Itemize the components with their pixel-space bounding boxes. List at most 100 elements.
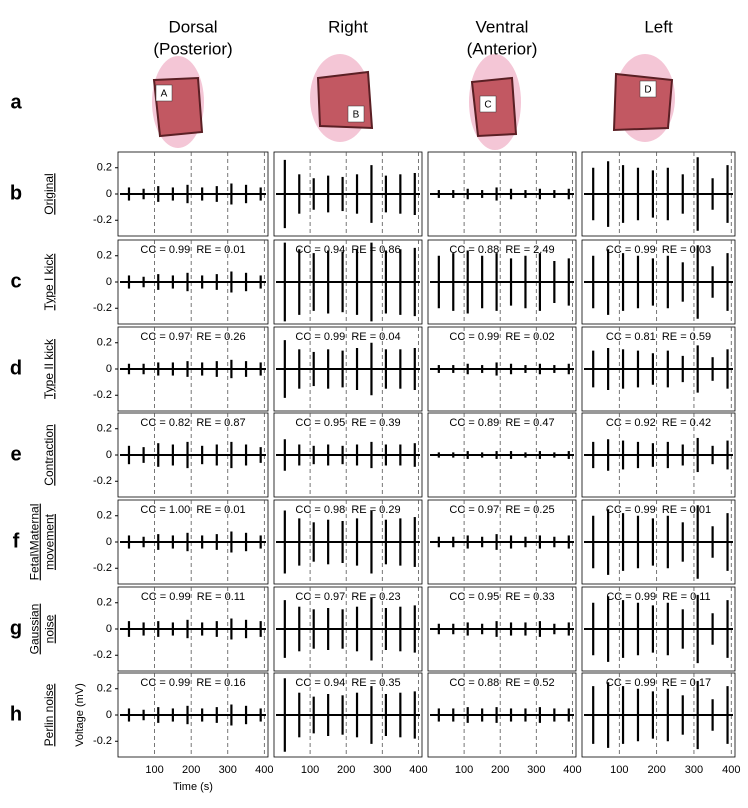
y-tick-label: 0.2: [97, 510, 112, 522]
panel-frame: [273, 672, 423, 758]
y-tick-label: 0: [106, 363, 112, 375]
cc-re-annotation: CC = 0.81 RE = 0.59: [606, 331, 711, 343]
panel: -0.2 0 0.2 CC = 0.99 RE = 0.11: [93, 586, 269, 672]
x-tick-label: 400: [409, 764, 427, 776]
cc-re-annotation: CC = 0.89 RE = 0.47: [449, 417, 554, 429]
panel-frame: [581, 151, 736, 237]
panel: CC = 0.81 RE = 0.59: [581, 326, 736, 412]
x-axis-label: Time (s): [173, 781, 213, 793]
panel-frame: [581, 412, 736, 498]
y-tick-label: 0: [106, 449, 112, 461]
panel: CC = 0.92 RE = 0.42: [581, 412, 736, 498]
panel-frame: [581, 672, 736, 758]
row-letter: c: [10, 270, 21, 292]
column-title: (Anterior): [467, 39, 538, 58]
panel-frame: [581, 326, 736, 412]
panel: [581, 151, 736, 237]
y-tick-label: 0.2: [97, 683, 112, 695]
panel-frame: [273, 239, 423, 325]
cc-re-annotation: CC = 0.88 RE = 2.49: [449, 244, 554, 256]
cc-re-annotation: CC = 0.88 RE = 0.52: [449, 677, 554, 689]
panel-frame: [427, 326, 577, 412]
y-tick-label: -0.2: [93, 302, 112, 314]
cc-re-annotation: CC = 0.94 RE = 0.35: [295, 677, 400, 689]
row-title: noise: [43, 614, 57, 643]
row-letter: h: [10, 703, 22, 725]
column-title: Left: [644, 17, 673, 36]
panel: 100 200 300 400 CC = 0.88 RE = 0.52: [427, 672, 582, 776]
x-tick-label: 100: [455, 764, 473, 776]
panel-frame: [427, 239, 577, 325]
x-tick-label: 200: [491, 764, 509, 776]
panel-frame: [273, 412, 423, 498]
panel: CC = 0.99 RE = 0.01: [581, 499, 736, 585]
panel: -0.2 0 0.2 CC = 0.82 RE = 0.87: [93, 412, 269, 498]
row-title: Type II kick: [42, 338, 56, 399]
panel: CC = 0.88 RE = 2.49: [427, 239, 577, 325]
panel-frame: [427, 672, 577, 758]
panel: -0.2 0 0.2 CC = 1.00 RE = 0.01: [93, 499, 269, 585]
x-tick-label: 400: [255, 764, 273, 776]
x-tick-label: 200: [337, 764, 355, 776]
y-tick-label: 0: [106, 276, 112, 288]
cc-re-annotation: CC = 0.99 RE = 0.11: [606, 591, 710, 603]
cc-re-annotation: CC = 0.97 RE = 0.25: [449, 504, 554, 516]
cc-re-annotation: CC = 1.00 RE = 0.01: [140, 504, 245, 516]
x-tick-label: 200: [647, 764, 665, 776]
panel-frame: [581, 586, 736, 672]
x-tick-label: 100: [145, 764, 163, 776]
cc-re-annotation: CC = 0.99 RE = 0.01: [140, 244, 245, 256]
torso-left: [612, 54, 675, 142]
panel: CC = 0.97 RE = 0.25: [427, 499, 577, 585]
column-title: Right: [328, 17, 368, 36]
y-tick-label: -0.2: [93, 562, 112, 574]
column-title: (Posterior): [153, 39, 232, 58]
cc-re-annotation: CC = 0.94 RE = 0.86: [295, 244, 400, 256]
column-title: Ventral: [476, 17, 529, 36]
panel-frame: [427, 412, 577, 498]
y-tick-label: 0.2: [97, 423, 112, 435]
row-title: Original: [42, 173, 56, 214]
panel-frame: [581, 239, 736, 325]
cc-re-annotation: CC = 0.99 RE = 0.04: [295, 331, 400, 343]
x-tick-label: 100: [301, 764, 319, 776]
y-tick-label: -0.2: [93, 214, 112, 226]
torso-images: [152, 54, 675, 150]
panel: CC = 0.99 RE = 0.04: [273, 326, 423, 412]
y-tick-label: -0.2: [93, 389, 112, 401]
y-axis-label: Voltage (mV): [74, 683, 86, 747]
panel: CC = 0.95 RE = 0.39: [273, 412, 423, 498]
y-tick-label: -0.2: [93, 649, 112, 661]
panel: -0.2 0 0.2 CC = 0.99 RE = 0.01: [93, 239, 269, 325]
region-box: [155, 84, 173, 102]
panel-frame: [273, 326, 423, 412]
panel: CC = 0.99 RE = 0.11: [581, 586, 736, 672]
region-label: C: [484, 100, 491, 111]
row-letter: e: [10, 443, 21, 465]
x-tick-label: 300: [527, 764, 545, 776]
cc-re-annotation: CC = 0.99 RE = 0.16: [140, 677, 245, 689]
x-tick-label: 200: [182, 764, 200, 776]
y-tick-label: 0: [106, 536, 112, 548]
region-label: A: [161, 89, 168, 100]
y-tick-label: -0.2: [93, 475, 112, 487]
y-tick-label: 0.2: [97, 162, 112, 174]
panel: CC = 0.89 RE = 0.47: [427, 412, 577, 498]
cc-re-annotation: CC = 0.99 RE = 0.11: [141, 591, 245, 603]
panel-frame: [427, 151, 577, 237]
row-letter: b: [10, 182, 22, 204]
row-title: Fetal\Maternal: [28, 504, 42, 581]
x-tick-label: 400: [563, 764, 581, 776]
panel-frame: [273, 586, 423, 672]
cc-re-annotation: CC = 0.95 RE = 0.33: [449, 591, 554, 603]
region-box: [347, 105, 365, 123]
panel: [427, 151, 577, 237]
cc-re-annotation: CC = 0.97 RE = 0.26: [140, 331, 245, 343]
torso-right: [310, 54, 374, 142]
y-tick-label: 0: [106, 623, 112, 635]
cc-re-annotation: CC = 0.98 RE = 0.29: [295, 504, 400, 516]
y-tick-label: 0.2: [97, 250, 112, 262]
panel-frame: [273, 499, 423, 585]
cc-re-annotation: CC = 0.99 RE = 0.01: [606, 504, 711, 516]
panel: -0.2 0 0.2 CC = 0.97 RE = 0.26: [93, 326, 269, 412]
